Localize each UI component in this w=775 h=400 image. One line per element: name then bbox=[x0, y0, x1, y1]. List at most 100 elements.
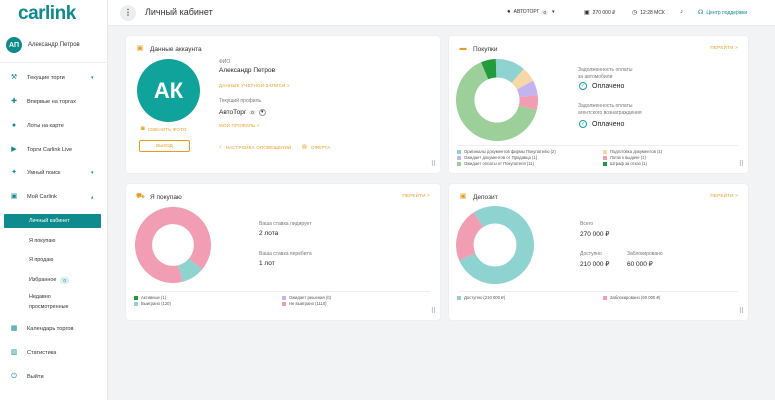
legend-label: Ожидает решения (0) bbox=[289, 295, 331, 300]
stats-icon: ▥ bbox=[10, 349, 18, 356]
company-selector[interactable]: ● АВТОТОРГ 0 ▾ bbox=[507, 9, 554, 15]
outbid-value: 1 лот bbox=[259, 260, 275, 267]
donut-slice[interactable] bbox=[188, 258, 203, 270]
donut-slice[interactable] bbox=[481, 59, 497, 80]
bell-icon: ♪ bbox=[680, 9, 683, 15]
drag-handle-icon[interactable]: ⠿ bbox=[430, 308, 436, 315]
legend-label: Заблокировано (60 000 ₽) bbox=[610, 295, 661, 300]
legend-label: Не выиграно (1110) bbox=[289, 301, 327, 306]
topbar: ⋮ Личный кабинет ● АВТОТОРГ 0 ▾ ▣ 270 00… bbox=[108, 0, 775, 26]
balance-value: 270 000 ₽ bbox=[592, 9, 616, 16]
sidebar-item-logout[interactable]: ⏻ Выйти bbox=[0, 370, 108, 384]
drag-handle-icon[interactable]: ⠿ bbox=[430, 161, 436, 168]
debt-auto-label: Задолженность оплаты за автомобили bbox=[578, 67, 632, 81]
favorites-count-badge: 0 bbox=[60, 276, 69, 284]
logout-button[interactable]: ВЫХОД bbox=[139, 140, 190, 152]
user-name: Александр Петров bbox=[28, 42, 80, 48]
purchases-card: ▬ Покупки ПЕРЕЙТИ > Задолженность оплаты… bbox=[449, 36, 748, 173]
sidebar-item-smart-search[interactable]: ✦ Умный поиск ▾ bbox=[0, 166, 108, 180]
divider bbox=[136, 291, 430, 292]
profile-selector[interactable]: АвтоТорг 0 ▾ bbox=[219, 109, 266, 116]
deposit-goto-link[interactable]: ПЕРЕЙТИ > bbox=[710, 193, 738, 198]
debt-agent-label: Задолженность оплаты агентского вознагра… bbox=[578, 103, 642, 117]
sidebar-item-map[interactable]: ● Лоты на карте bbox=[0, 119, 108, 133]
debt-agent-status-label: Оплачено bbox=[592, 120, 625, 128]
sidebar-item-calendar[interactable]: ▦ Календарь торгов bbox=[0, 322, 108, 336]
legend-swatch bbox=[282, 295, 286, 300]
menu-button[interactable]: ⋮ bbox=[120, 5, 136, 21]
legend-swatch bbox=[457, 149, 461, 154]
donut-slice[interactable] bbox=[495, 59, 524, 83]
sidebar-subitem-cabinet[interactable]: Личный кабинет bbox=[4, 214, 101, 228]
buying-goto-link[interactable]: ПЕРЕЙТИ > bbox=[402, 193, 430, 198]
legend-item: Ожидает решения (0) bbox=[282, 295, 331, 300]
legend-swatch bbox=[457, 155, 461, 160]
legend-item: Штраф за отказ (1) bbox=[603, 161, 647, 166]
legend-swatch bbox=[603, 155, 607, 160]
donut-slice[interactable] bbox=[456, 212, 484, 261]
legend-item: Доступно (210 000 ₽) bbox=[457, 295, 505, 300]
sidebar-subitem-recent[interactable]: Недавно bbox=[4, 292, 101, 301]
avatar-large: АК bbox=[137, 59, 200, 122]
sidebar-item-label: Текущие торги bbox=[27, 75, 65, 81]
donut-slice[interactable] bbox=[511, 68, 534, 90]
purchases-goto-link[interactable]: ПЕРЕЙТИ > bbox=[710, 45, 738, 50]
bell-icon: ♪ bbox=[219, 144, 222, 150]
carlink-logo[interactable]: carlink bbox=[18, 3, 76, 24]
fio-label: ФИО bbox=[219, 59, 231, 65]
sidebar-item-current-auctions[interactable]: ⚒ Текущие торги ▾ bbox=[0, 71, 108, 85]
debt-auto-label-line2: за автомобили bbox=[578, 74, 613, 80]
debt-auto-label-line1: Задолженность оплаты bbox=[578, 67, 633, 73]
clock-icon: ◷ bbox=[632, 10, 638, 16]
divider bbox=[459, 291, 738, 292]
support-link[interactable]: ☊ Центр поддержки bbox=[698, 9, 748, 17]
donut-slice[interactable] bbox=[516, 80, 538, 98]
sidebar-subitem-favorites[interactable]: Избранное 0 bbox=[4, 273, 101, 287]
gavel-icon: ⚒ bbox=[10, 74, 18, 81]
chevron-down-icon: ▾ bbox=[91, 75, 94, 81]
sidebar-item-my-carlink[interactable]: ▣ Мой Carlink ▾ bbox=[0, 190, 108, 204]
sidebar-item-first-time[interactable]: ✚ Впервые на торгах bbox=[0, 95, 108, 109]
legend-item: Ожидает оплаты от Покупателя (11) bbox=[457, 161, 534, 166]
card-title: Депозит bbox=[473, 193, 498, 201]
power-icon: ⏻ bbox=[11, 373, 17, 380]
legend-swatch bbox=[603, 161, 607, 166]
sidebar-subitem-buying[interactable]: Я покупаю bbox=[4, 234, 101, 248]
sidebar-subitem-selling[interactable]: Я продаю bbox=[4, 253, 101, 267]
total-label: Всего bbox=[580, 221, 594, 227]
sidebar-item-label: Торги Carlink Live bbox=[27, 147, 73, 153]
check-circle-icon: ✓ bbox=[579, 82, 587, 90]
notifications-settings-link[interactable]: ♪ НАСТРОЙКА ОПОВЕЩЕНИЙ bbox=[219, 144, 291, 150]
legend-item: Выиграно (120) bbox=[134, 301, 171, 306]
car-icon: ▬ bbox=[459, 45, 467, 52]
drag-handle-icon[interactable]: ⠿ bbox=[738, 308, 744, 315]
sidebar-item-stats[interactable]: ▥ Статистика bbox=[0, 346, 108, 360]
donut-slice[interactable] bbox=[518, 95, 538, 111]
balance[interactable]: ▣ 270 000 ₽ bbox=[584, 9, 616, 17]
legend-label: Оригиналы документов фирмы Покупателю (2… bbox=[464, 149, 556, 154]
change-photo-link[interactable]: ◙ СМЕНИТЬ ФОТО bbox=[141, 126, 187, 132]
support-label: Центр поддержки bbox=[706, 9, 748, 16]
drag-handle-icon[interactable]: ⠿ bbox=[738, 161, 744, 168]
card-title: Данные аккаунта bbox=[150, 45, 202, 53]
legend-label: Ожидает документов от Продавца (1) bbox=[464, 155, 538, 160]
my-profile-link[interactable]: МОЙ ПРОФИЛЬ > bbox=[219, 123, 260, 128]
sidebar-subitem-recent-2[interactable]: просмотренные bbox=[4, 302, 101, 311]
sidebar-item-label: Календарь торгов bbox=[27, 326, 74, 332]
offer-link[interactable]: ▤ ОФЕРТА bbox=[302, 144, 330, 150]
time-value: 12:28 МСК bbox=[640, 9, 665, 16]
donut-slice[interactable] bbox=[178, 258, 202, 282]
chevron-down-icon: ▾ bbox=[91, 170, 94, 176]
sidebar: carlink АП Александр Петров ⚒ Текущие то… bbox=[0, 0, 108, 400]
offer-label: ОФЕРТА bbox=[310, 144, 331, 150]
divider bbox=[459, 145, 738, 146]
donut-slice[interactable] bbox=[456, 62, 537, 142]
legend-item: Активные (1) bbox=[134, 295, 166, 300]
user-profile[interactable]: АП Александр Петров bbox=[6, 37, 80, 53]
sidebar-item-live[interactable]: ▶ Торги Carlink Live bbox=[0, 143, 108, 157]
legend-swatch bbox=[282, 301, 286, 306]
donut-slice[interactable] bbox=[459, 206, 534, 284]
account-data-link[interactable]: ДАННЫЕ УЧЕТНОЙ ЗАПИСИ > bbox=[219, 83, 290, 88]
notifications-button[interactable]: ♪ bbox=[680, 9, 686, 15]
donut-slice[interactable] bbox=[134, 206, 211, 283]
